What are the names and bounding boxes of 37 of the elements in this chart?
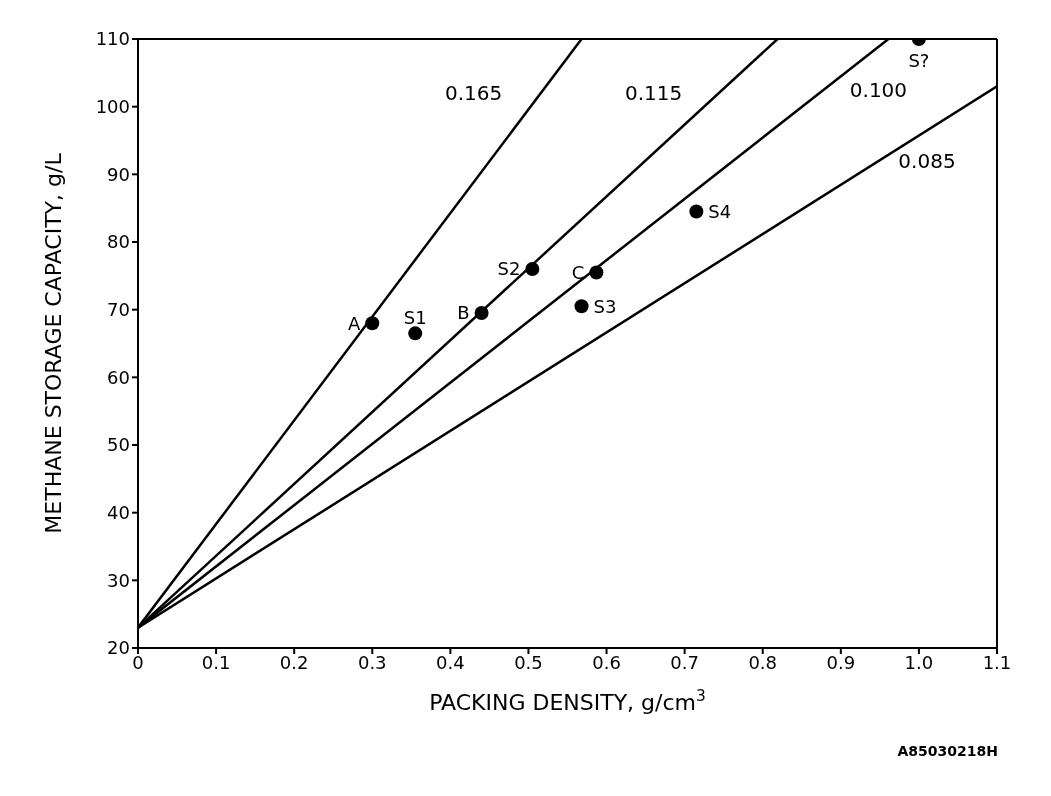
text: A85030218H (897, 743, 998, 759)
x-tick-label: 0.7 (670, 651, 699, 673)
data-label: S? (908, 50, 930, 72)
x-tick-label: 0.3 (357, 651, 387, 673)
y-tick-label: 40 (107, 502, 130, 524)
series-label: 0.085 (898, 149, 956, 174)
data-label: B (457, 302, 470, 324)
y-tick-label: 100 (95, 96, 130, 118)
data-label: S4 (708, 200, 732, 222)
y-axis-title: METHANE STORAGE CAPACITY, g/L (40, 152, 66, 534)
y-tick-label: 110 (95, 28, 130, 50)
x-tick-label: 0.4 (436, 651, 465, 673)
x-tick-label: 0.5 (514, 651, 543, 673)
y-tick-label: 70 (107, 299, 130, 321)
data-label: S2 (497, 258, 521, 280)
series-label: 0.100 (849, 78, 908, 102)
x-tick-label: 0.8 (748, 651, 778, 673)
y-tick-label: 90 (107, 163, 130, 185)
y-tick-label: 50 (107, 434, 130, 456)
x-tick-label: 1.1 (982, 651, 1012, 673)
data-label: S3 (593, 295, 617, 317)
x-axis-title: PACKING DENSITY, g/cm$^{3}$ (429, 687, 706, 715)
x-tick-label: 1.0 (904, 651, 934, 673)
x-tick-label: 0.1 (201, 651, 231, 673)
data-label: C (571, 261, 585, 283)
x-tick-label: 0.2 (279, 651, 309, 673)
x-tick-label: 0 (132, 651, 144, 673)
series-label: 0.165 (444, 81, 503, 105)
data-label: S1 (403, 306, 427, 328)
data-label: A (347, 312, 361, 334)
x-tick-label: 0.6 (592, 651, 621, 673)
y-tick-label: 30 (107, 569, 130, 591)
x-tick-label: 0.9 (826, 651, 856, 673)
y-tick-label: 20 (107, 637, 130, 659)
y-tick-label: 60 (107, 366, 130, 388)
y-tick-label: 80 (107, 231, 130, 253)
series-label: 0.115 (624, 81, 683, 105)
